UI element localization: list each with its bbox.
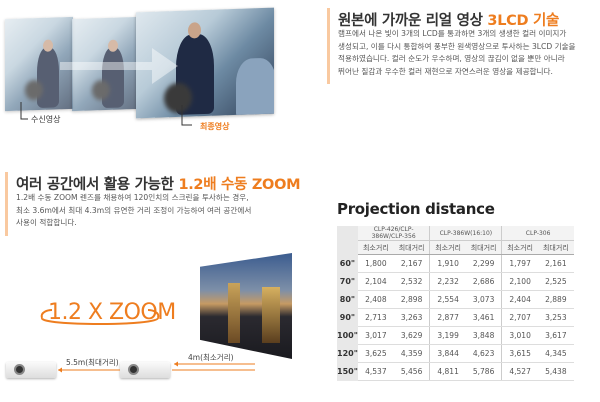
- distance-cell: 2,525: [537, 272, 574, 291]
- model-header: CLP-306: [501, 226, 574, 241]
- accent-bar: [327, 8, 330, 84]
- distance-cell: 2,404: [501, 290, 538, 309]
- distance-cell: 5,438: [537, 362, 574, 381]
- screen-image: [200, 253, 292, 359]
- screen-size: 120": [337, 344, 358, 363]
- distance-cell: 4,537: [357, 362, 394, 381]
- distance-cell: 2,408: [357, 290, 394, 309]
- accent-bar: [5, 172, 8, 236]
- max-distance-header: 최대거리: [537, 240, 574, 255]
- distance-cell: 4,359: [393, 344, 430, 363]
- distance-cell: 2,889: [537, 290, 574, 309]
- distance-cell: 3,017: [357, 326, 394, 345]
- table-row: 120" 3,625 4,359 3,844 4,623 3,615 4,345: [337, 344, 574, 363]
- distance-cell: 3,199: [429, 326, 466, 345]
- distance-cell: 1,800: [357, 254, 394, 273]
- screen-size: 150": [337, 362, 358, 381]
- distance-cell: 3,625: [357, 344, 394, 363]
- distance-cell: 2,167: [393, 254, 430, 273]
- distance-cell: 3,010: [501, 326, 538, 345]
- projection-title: Projection distance: [337, 200, 495, 218]
- table-row: 70" 2,104 2,532 2,232 2,686 2,100 2,525: [337, 272, 574, 291]
- distance-cell: 3,848: [465, 326, 502, 345]
- screen-size: 90": [337, 308, 358, 327]
- min-distance-header: 최소거리: [501, 240, 538, 255]
- projector-far: [6, 362, 56, 378]
- distance-cell: 1,910: [429, 254, 466, 273]
- table-row: 60" 1,800 2,167 1,910 2,299 1,797 2,161: [337, 254, 574, 273]
- distance-cell: 2,104: [357, 272, 394, 291]
- screen-size: 60": [337, 254, 358, 273]
- distance-cell: 2,686: [465, 272, 502, 291]
- distance-cell: 3,253: [537, 308, 574, 327]
- distance-arrows: [58, 361, 255, 373]
- distance-cell: 3,617: [537, 326, 574, 345]
- distance-cell: 5,456: [393, 362, 430, 381]
- max-distance-label: 5.5m(최대거리): [66, 358, 119, 367]
- distance-cell: 3,461: [465, 308, 502, 327]
- arrow-icon: [60, 48, 178, 84]
- screen-size: 100": [337, 326, 358, 345]
- lcd-description: 램프에서 나온 빛이 3개의 LCD를 통과하면 3개의 생생한 컬러 이미지가…: [338, 29, 576, 76]
- distance-cell: 2,898: [393, 290, 430, 309]
- zoom-ellipse: [40, 309, 160, 325]
- distance-cell: 2,877: [429, 308, 466, 327]
- distance-cell: 2,707: [501, 308, 538, 327]
- min-distance-header: 최소거리: [429, 240, 466, 255]
- max-distance-header: 최대거리: [465, 240, 502, 255]
- lcd-title: 원본에 가까운 리얼 영상 3LCD 기술: [338, 13, 560, 29]
- final-image-label: 최종영상: [200, 122, 230, 131]
- distance-cell: 4,345: [537, 344, 574, 363]
- distance-cell: 5,786: [465, 362, 502, 381]
- distance-cell: 3,263: [393, 308, 430, 327]
- table-row: 100" 3,017 3,629 3,199 3,848 3,010 3,617: [337, 326, 574, 345]
- zoom-title: 여러 공간에서 활용 가능한 1.2배 수동 ZOOM: [16, 177, 301, 193]
- zoom-graphic-text: 1.2 X ZOOM: [48, 300, 176, 325]
- distance-cell: 3,844: [429, 344, 466, 363]
- distance-cell: 4,527: [501, 362, 538, 381]
- distance-cell: 3,615: [501, 344, 538, 363]
- distance-cell: 4,811: [429, 362, 466, 381]
- distance-cell: 1,797: [501, 254, 538, 273]
- distance-cell: 3,629: [393, 326, 430, 345]
- input-image-label: 수신영상: [31, 115, 61, 124]
- distance-cell: 2,161: [537, 254, 574, 273]
- table-row: 150" 4,537 5,456 4,811 5,786 4,527 5,438: [337, 362, 574, 381]
- min-distance-label: 4m(최소거리): [188, 353, 234, 362]
- screen-size: 80": [337, 290, 358, 309]
- distance-cell: 2,554: [429, 290, 466, 309]
- table-row: 80" 2,408 2,898 2,554 3,073 2,404 2,889: [337, 290, 574, 309]
- projection-table: CLP-426/CLP-386W/CLP-356 CLP-386W(16:10)…: [337, 226, 574, 381]
- distance-cell: 4,623: [465, 344, 502, 363]
- zoom-description: 1.2배 수동 ZOOM 렌즈를 채용하여 120인치의 스크린을 투사하는 경…: [16, 193, 252, 227]
- distance-cell: 2,713: [357, 308, 394, 327]
- distance-cell: 2,100: [501, 272, 538, 291]
- screen-size: 70": [337, 272, 358, 291]
- distance-cell: 2,232: [429, 272, 466, 291]
- projector-near: [120, 362, 170, 378]
- distance-cell: 2,299: [465, 254, 502, 273]
- distance-cell: 2,532: [393, 272, 430, 291]
- min-distance-header: 최소거리: [357, 240, 394, 255]
- table-row: 90" 2,713 3,263 2,877 3,461 2,707 3,253: [337, 308, 574, 327]
- max-distance-header: 최대거리: [393, 240, 430, 255]
- distance-cell: 3,073: [465, 290, 502, 309]
- model-header: CLP-386W(16:10): [429, 226, 502, 241]
- model-header: CLP-426/CLP-386W/CLP-356: [357, 226, 430, 241]
- label-connector: [20, 102, 192, 126]
